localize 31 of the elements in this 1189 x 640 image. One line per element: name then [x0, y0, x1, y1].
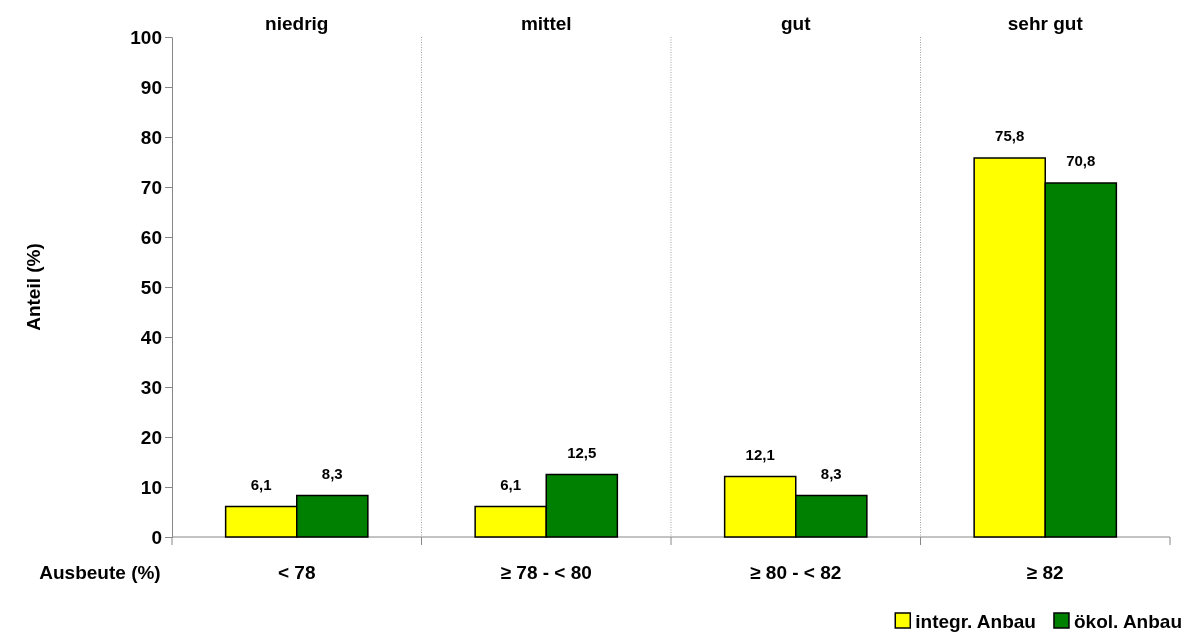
- x-tick-label: ≥ 80 - < 82: [750, 562, 842, 583]
- data-label: 8,3: [321, 464, 343, 482]
- y-tick-label: 90: [140, 76, 162, 98]
- data-label: 6,1: [500, 475, 522, 493]
- text: gut: [780, 13, 812, 34]
- text: niedrig: [265, 13, 329, 34]
- y-tick-label: 40: [140, 326, 162, 348]
- legend-label: integr. Anbau: [915, 611, 1036, 632]
- data-label: 6,1: [250, 475, 272, 493]
- y-tick-label: 100: [130, 26, 162, 48]
- y-tick-label: 0: [151, 526, 162, 548]
- y-tick-label: 70: [140, 176, 162, 198]
- y-tick-label: 20: [140, 426, 162, 448]
- x-tick-label: < 78: [277, 562, 316, 583]
- data-label: 75,8: [995, 127, 1025, 144]
- x-tick-label: ≥ 82: [1026, 562, 1064, 583]
- y-tick-label: 50: [140, 276, 162, 298]
- x-tick-label: ≥ 78 - < 80: [500, 562, 592, 583]
- legend-label: ökol. Anbau: [1073, 611, 1182, 632]
- y-tick-label: 60: [140, 226, 162, 248]
- y-axis-title: Anteil (%): [23, 243, 44, 331]
- text: mittel: [520, 13, 572, 34]
- x-axis-title: Ausbeute (%): [39, 562, 161, 583]
- data-label: 70,8: [1066, 152, 1096, 169]
- text: sehr gut: [1007, 13, 1084, 34]
- y-tick-label: 80: [140, 126, 162, 148]
- y-tick-label: 10: [140, 476, 162, 498]
- data-label: 8,3: [820, 464, 842, 482]
- y-tick-label: 30: [140, 376, 162, 398]
- data-label: 12,5: [567, 443, 597, 461]
- data-label: 12,1: [745, 445, 775, 463]
